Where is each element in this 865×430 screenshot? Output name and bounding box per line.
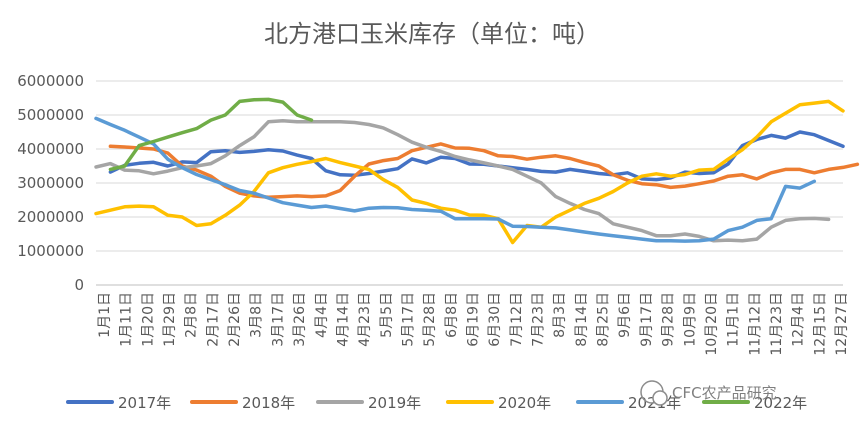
x-tick-label: 4月23日 — [357, 292, 373, 347]
series-line-2022年 — [108, 97, 314, 172]
series-line-2020年 — [94, 99, 845, 245]
y-tick-label: 5000000 — [17, 106, 84, 124]
y-tick-label: 2000000 — [17, 208, 84, 226]
x-tick-label: 9月28日 — [661, 292, 677, 347]
x-tick-label: 12月15日 — [812, 292, 828, 356]
series-line-2021年 — [94, 116, 817, 243]
x-tick-label: 7月12日 — [509, 292, 525, 347]
x-tick-label: 5月17日 — [400, 292, 416, 347]
x-tick-label: 4月4日 — [314, 292, 330, 338]
x-tick-label: 5月5日 — [379, 292, 395, 338]
legend-label: 2020年 — [498, 394, 551, 412]
x-tick-label: 9月17日 — [639, 292, 655, 347]
y-tick-label: 0 — [74, 276, 84, 294]
series-line-2018年 — [108, 142, 860, 200]
chart-title: 北方港口玉米库存（单位：吨） — [264, 20, 600, 48]
x-tick-label: 11月1日 — [726, 292, 742, 347]
x-tick-label: 1月20日 — [140, 292, 156, 347]
x-tick-label: 6月30日 — [487, 292, 503, 347]
x-tick-label: 1月29日 — [162, 292, 178, 347]
x-tick-label: 8月3日 — [552, 292, 568, 338]
x-tick-label: 2月17日 — [205, 292, 221, 347]
x-tick-label: 1月11日 — [119, 292, 135, 347]
legend-label: 2022年 — [754, 394, 807, 412]
x-tick-label: 8月25日 — [596, 292, 612, 347]
x-tick-label: 7月23日 — [531, 292, 547, 347]
y-tick-label: 3000000 — [17, 174, 84, 192]
x-tick-label: 11月23日 — [769, 292, 785, 356]
series-lines — [94, 97, 860, 245]
x-tick-label: 1月1日 — [97, 292, 113, 338]
x-tick-label: 3月26日 — [292, 292, 308, 347]
y-tick-label: 4000000 — [17, 140, 84, 158]
watermark-text: CFC农产品研究 — [672, 384, 777, 402]
wechat-icon-bubble — [652, 390, 668, 406]
x-tick-label: 12月27日 — [834, 292, 850, 356]
y-tick-label: 6000000 — [17, 72, 84, 90]
x-tick-label: 6月19日 — [466, 292, 482, 347]
x-tick-label: 10月9日 — [682, 292, 698, 347]
x-tick-label: 3月8日 — [249, 292, 265, 338]
x-tick-label: 2月26日 — [227, 292, 243, 347]
grid — [96, 80, 843, 286]
x-tick-label: 11月12日 — [747, 292, 763, 356]
x-tick-label: 3月17日 — [270, 292, 286, 347]
x-tick-label: 10月20日 — [704, 292, 720, 356]
x-tick-label: 12月4日 — [791, 292, 807, 347]
x-tick-label: 5月28日 — [422, 292, 438, 347]
x-tick-label: 6月8日 — [444, 292, 460, 338]
watermark: CFC农产品研究 — [640, 380, 777, 406]
x-tick-label: 9月6日 — [617, 292, 633, 338]
x-axis-ticks: 1月1日 1月11日 1月20日 1月29日 2月8日 2月17日 2月26日 3月8日 3月1… — [97, 292, 850, 356]
y-axis-ticks: 0 1000000 2000000 3000000 4000000 5000000 6000… — [17, 72, 84, 294]
legend-label: 2019年 — [368, 394, 421, 412]
legend-label: 2018年 — [242, 394, 295, 412]
legend-label: 2017年 — [118, 394, 171, 412]
x-tick-label: 2月8日 — [184, 292, 200, 338]
x-tick-label: 4月14日 — [335, 292, 351, 347]
x-tick-label: 8月14日 — [574, 292, 590, 347]
y-tick-label: 1000000 — [17, 242, 84, 260]
